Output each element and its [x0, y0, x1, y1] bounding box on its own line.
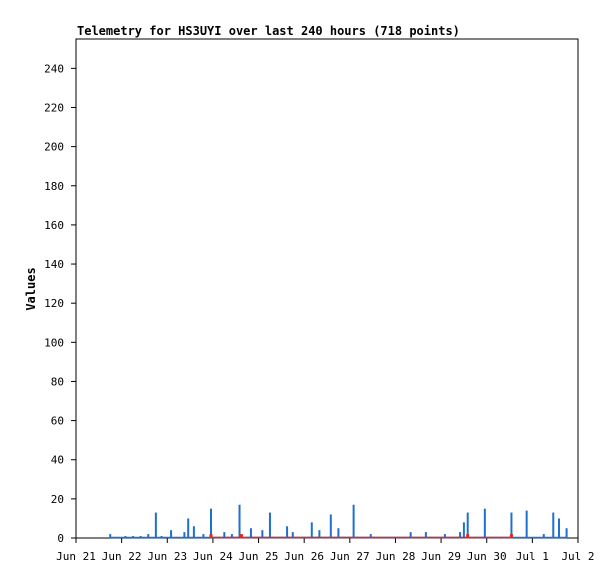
- x-tick-label: Jun 26: [284, 550, 324, 563]
- y-tick-label: 60: [51, 415, 64, 428]
- y-tick-label: 240: [44, 62, 64, 75]
- x-tick-label: Jun 25: [239, 550, 279, 563]
- x-tick-label: Jun 30: [467, 550, 507, 563]
- y-tick-label: 180: [44, 180, 64, 193]
- y-tick-label: 120: [44, 297, 64, 310]
- x-tick-label: Jun 29: [421, 550, 461, 563]
- y-tick-label: 220: [44, 101, 64, 114]
- y-tick-label: 0: [57, 532, 64, 545]
- y-tick-label: 40: [51, 454, 64, 467]
- plot-frame: [75, 38, 579, 539]
- x-tick-label: Jun 27: [330, 550, 370, 563]
- x-tick-label: Jun 23: [147, 550, 187, 563]
- x-tick-label: Jun 24: [193, 550, 233, 563]
- x-tick-label: Jun 28: [376, 550, 416, 563]
- x-tick-label: Jul 2: [561, 550, 594, 563]
- x-tick-label: Jun 21: [56, 550, 96, 563]
- y-axis-label: Values: [24, 267, 38, 310]
- y-tick-label: 20: [51, 493, 64, 506]
- y-tick-label: 80: [51, 375, 64, 388]
- y-tick-label: 200: [44, 141, 64, 154]
- y-axis-ticks: 0 20 40 60 80 100 120 140 160 180 200 220 240: [44, 62, 76, 545]
- y-tick-label: 100: [44, 336, 64, 349]
- data-series: [109, 504, 568, 539]
- chart-title: Telemetry for HS3UYI over last 240 hours…: [77, 24, 460, 38]
- x-axis-ticks: Jun 21 Jun 22 Jun 23 Jun 24 Jun 25 Jun 26 Jun …: [56, 538, 595, 563]
- x-tick-label: Jul 1: [516, 550, 549, 563]
- y-tick-label: 160: [44, 219, 64, 232]
- x-tick-label: Jun 22: [102, 550, 142, 563]
- y-tick-label: 140: [44, 258, 64, 271]
